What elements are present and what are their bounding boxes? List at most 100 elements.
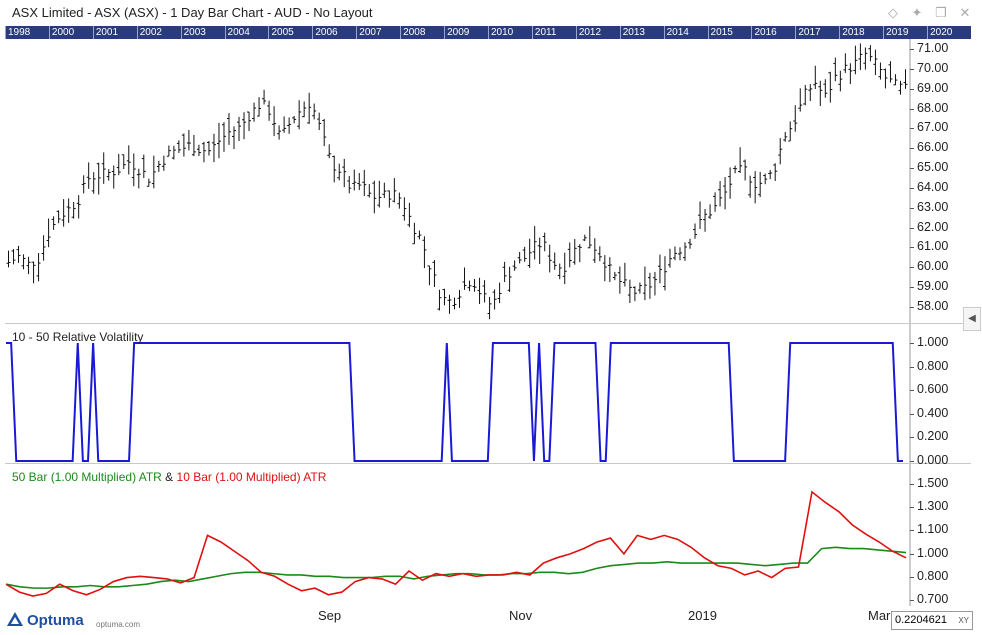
price-bar bbox=[783, 131, 788, 142]
year-label-2003[interactable]: 2003 bbox=[183, 27, 206, 38]
cursor-readout[interactable]: 0.2204621 XY bbox=[891, 611, 973, 630]
year-timeline-bar[interactable]: 1998 2000 2001 2002 2003 2004 2005 2006 2007 2008… bbox=[5, 26, 971, 39]
price-axis-label: 64.00 bbox=[917, 179, 949, 194]
volatility-axis-tick bbox=[910, 390, 914, 392]
year-label-2016[interactable]: 2016 bbox=[754, 27, 777, 38]
price-axis-label: 60.00 bbox=[917, 259, 949, 274]
price-bar bbox=[587, 226, 592, 249]
price-bar bbox=[773, 163, 778, 181]
price-bar bbox=[818, 80, 823, 107]
price-bar bbox=[462, 267, 467, 290]
readout-mode[interactable]: XY bbox=[958, 616, 969, 625]
price-bar bbox=[347, 175, 352, 194]
price-axis-tick bbox=[910, 247, 914, 249]
price-bar bbox=[262, 89, 267, 105]
year-label-2006[interactable]: 2006 bbox=[315, 27, 338, 38]
price-bar bbox=[667, 248, 672, 268]
year-tick bbox=[488, 26, 489, 39]
atr-panel-title: 50 Bar (1.00 Multiplied) ATR & 10 Bar (1… bbox=[12, 470, 326, 484]
year-tick bbox=[444, 26, 446, 39]
year-label-2007[interactable]: 2007 bbox=[359, 27, 382, 38]
panel-divider-1[interactable] bbox=[5, 323, 971, 324]
price-axis-tick bbox=[910, 307, 914, 308]
year-label-2019[interactable]: 2019 bbox=[886, 27, 909, 38]
price-bar bbox=[688, 238, 693, 249]
price-axis-label: 65.00 bbox=[917, 160, 949, 175]
year-label-2001[interactable]: 2001 bbox=[95, 27, 119, 38]
pin-icon[interactable]: ✦ bbox=[911, 5, 923, 20]
price-bar bbox=[647, 272, 652, 299]
price-axis-label: 67.00 bbox=[917, 120, 949, 135]
close-icon[interactable]: ✕ bbox=[959, 5, 971, 20]
price-bar bbox=[482, 280, 487, 303]
year-label-2017[interactable]: 2017 bbox=[798, 27, 821, 38]
price-bar bbox=[16, 245, 21, 263]
price-bar bbox=[31, 261, 36, 284]
year-label-2008[interactable]: 2008 bbox=[403, 27, 426, 38]
price-bar bbox=[96, 162, 101, 195]
price-bar bbox=[492, 289, 497, 310]
year-label-2012[interactable]: 2012 bbox=[578, 27, 602, 38]
year-tick bbox=[839, 26, 841, 39]
price-bar bbox=[111, 165, 116, 189]
price-axis-label: 70.00 bbox=[917, 60, 949, 75]
atr-axis-tick bbox=[910, 484, 914, 485]
price-bar bbox=[828, 71, 833, 103]
year-label-2014[interactable]: 2014 bbox=[666, 27, 689, 38]
price-bar bbox=[713, 192, 718, 212]
price-bar bbox=[126, 145, 131, 175]
price-bar bbox=[512, 260, 517, 271]
price-bar bbox=[838, 70, 843, 92]
price-bar bbox=[46, 218, 51, 248]
atr-axis-label: 1.300 bbox=[917, 499, 949, 514]
year-label-2010[interactable]: 2010 bbox=[491, 27, 514, 38]
year-label-2000[interactable]: 2000 bbox=[51, 27, 75, 38]
price-bar bbox=[517, 251, 522, 264]
volatility-axis-label: 0.000 bbox=[917, 453, 949, 467]
price-axis-label: 61.00 bbox=[917, 239, 949, 254]
price-bar bbox=[672, 246, 677, 261]
year-label-2005[interactable]: 2005 bbox=[271, 27, 294, 38]
atr-50-line bbox=[5, 546, 907, 589]
year-tick bbox=[180, 26, 182, 39]
year-tick bbox=[619, 26, 621, 39]
price-bar bbox=[6, 250, 11, 268]
restore-icon[interactable]: ❐ bbox=[935, 5, 947, 20]
window-controls: ◇ ✦ ❐ ✕ bbox=[884, 4, 974, 22]
year-label-2020[interactable]: 2020 bbox=[930, 27, 953, 38]
year-label-2018[interactable]: 2018 bbox=[842, 27, 865, 38]
panel-divider-2[interactable] bbox=[5, 463, 971, 464]
price-axis-tick bbox=[910, 168, 914, 170]
price-bar bbox=[467, 280, 472, 292]
year-label-2011[interactable]: 2011 bbox=[534, 27, 557, 38]
price-bar bbox=[718, 181, 723, 207]
year-label-2002[interactable]: 2002 bbox=[139, 27, 162, 38]
price-bar bbox=[432, 260, 437, 287]
price-bar bbox=[567, 242, 572, 268]
year-tick bbox=[707, 26, 709, 39]
volatility-title-text: 10 - 50 Relative Volatility bbox=[12, 330, 144, 344]
collapse-panel-arrow-icon[interactable]: ◀ bbox=[963, 307, 981, 331]
price-axis-tick bbox=[910, 49, 914, 50]
year-label-2013[interactable]: 2013 bbox=[622, 27, 645, 38]
price-bar bbox=[542, 232, 547, 252]
year-label-2015[interactable]: 2015 bbox=[710, 27, 733, 38]
price-bar bbox=[582, 234, 587, 242]
price-bar bbox=[151, 155, 156, 189]
price-bar bbox=[723, 177, 728, 210]
volatility-axis-tick bbox=[910, 437, 914, 439]
price-bar bbox=[91, 172, 96, 194]
year-label-1998[interactable]: 1998 bbox=[8, 27, 31, 38]
price-bar bbox=[216, 122, 221, 159]
price-bar bbox=[868, 45, 873, 62]
price-bar bbox=[226, 113, 231, 145]
diamond-icon[interactable]: ◇ bbox=[888, 5, 898, 20]
price-bar bbox=[848, 63, 853, 85]
price-bar bbox=[242, 112, 247, 140]
year-label-2004[interactable]: 2004 bbox=[227, 27, 250, 38]
volatility-axis-label: 0.800 bbox=[917, 358, 949, 373]
price-bar bbox=[657, 254, 662, 284]
price-bar bbox=[307, 92, 312, 124]
year-label-2009[interactable]: 2009 bbox=[447, 27, 470, 38]
